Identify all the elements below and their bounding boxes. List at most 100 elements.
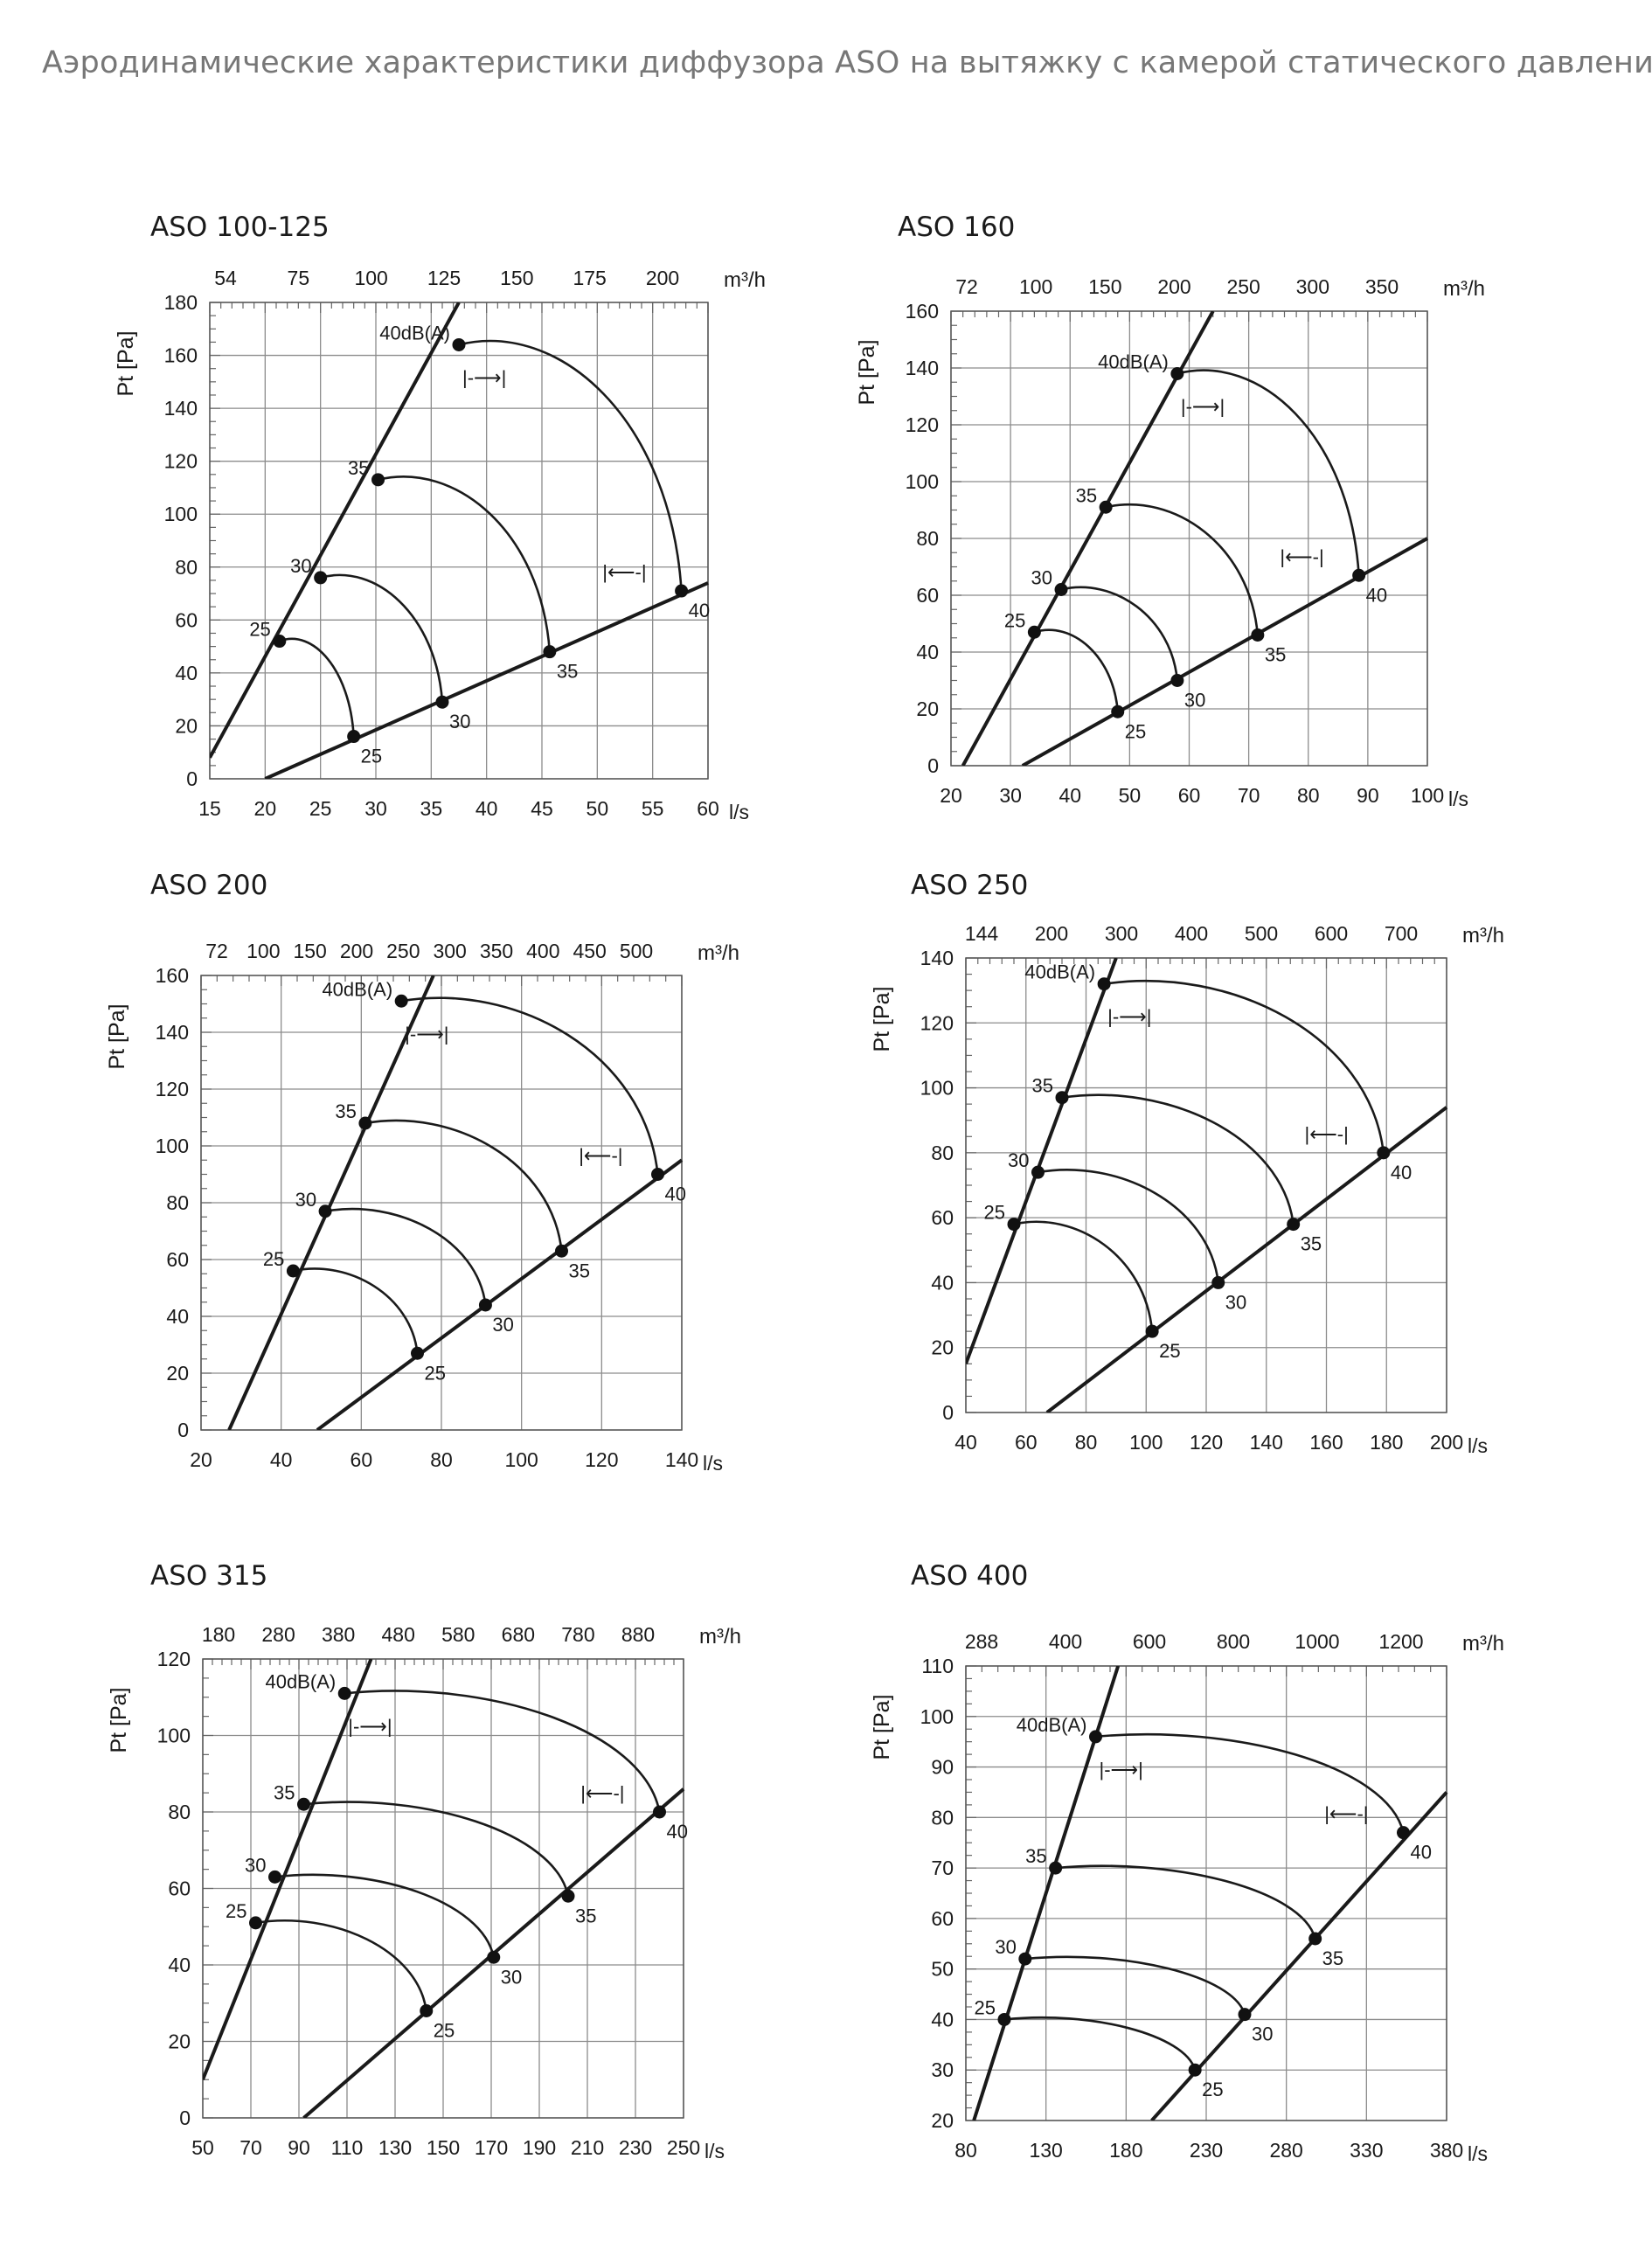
x-tick-label: 280 (1269, 2139, 1302, 2162)
curve-40 (458, 339, 683, 592)
curve-35 (303, 1801, 570, 1897)
point-30-end (478, 1298, 492, 1312)
top-tick-label: 680 (502, 1623, 535, 1646)
y-tick-label: 80 (175, 556, 198, 579)
x-tick-label: 20 (254, 797, 277, 820)
range-marker-lower: |⟵-| (602, 561, 646, 583)
curve-label-end: 30 (449, 711, 470, 732)
point-25-end (347, 730, 361, 744)
curve-40 (1103, 980, 1385, 1154)
y-tick-label: 20 (916, 698, 939, 720)
point-25-start (249, 1916, 262, 1930)
chart-title: ASO 250 (911, 870, 1029, 901)
x-tick-label: 80 (954, 2139, 977, 2162)
point-35-end (1251, 628, 1265, 642)
y-axis-label: Pt [Pa] (870, 1694, 894, 1760)
curve-25 (255, 1919, 428, 2011)
top-tick-label: 450 (573, 940, 606, 962)
point-25-start (997, 2012, 1011, 2026)
curve-35 (1055, 1864, 1316, 1940)
chart-aso-100-125: ASO 100-125 15 20 25 30 35 40 45 50 55 60 0 20 40 60 8… (0, 0, 826, 857)
top-tick-label: 100 (354, 267, 387, 289)
y-tick-label: 80 (168, 1801, 191, 1823)
x-tick-label: 140 (665, 1448, 698, 1471)
y-tick-label: 20 (931, 2109, 954, 2132)
x-tick-label: 50 (587, 797, 609, 820)
y-tick-label: 100 (906, 470, 939, 493)
y-tick-label: 140 (156, 1021, 189, 1044)
system-line (966, 958, 1118, 1364)
range-marker-upper: |-⟶| (1100, 1759, 1143, 1780)
curve-label-start: 40dB(A) (1098, 351, 1169, 373)
y-tick-label: 0 (942, 1401, 954, 1424)
top-tick-label: 880 (621, 1623, 655, 1646)
y-tick-label: 30 (931, 2058, 954, 2081)
chart-svg-aso-160: 20 30 40 50 60 70 80 90 100020406080100120140160… (855, 275, 1485, 810)
y-tick-label: 50 (931, 1958, 954, 1981)
point-35-start (1049, 1861, 1063, 1875)
curve-25 (293, 1267, 419, 1354)
curve-30 (1024, 1955, 1246, 2016)
x-tick-label: 170 (475, 2136, 508, 2159)
point-25-end (1111, 705, 1125, 718)
point-35-end (1287, 1218, 1301, 1232)
point-30-start (314, 571, 328, 585)
curve-label-start: 40dB(A) (1017, 1714, 1087, 1736)
curve-label-start: 25 (984, 1202, 1005, 1224)
y-tick-label: 0 (179, 2107, 191, 2129)
chart-title: ASO 160 (898, 212, 1016, 243)
y-tick-label: 40 (931, 2008, 954, 2030)
x-tick-label: 120 (1190, 1431, 1223, 1454)
curve-label-end: 40 (1411, 1842, 1432, 1864)
x-tick-label: 80 (1297, 784, 1320, 807)
system-line (961, 311, 1215, 766)
point-40-start (1089, 1730, 1102, 1744)
range-marker-upper: |-⟶| (1181, 396, 1225, 418)
y-tick-label: 80 (931, 1142, 954, 1164)
x-axis-label: l/s (729, 801, 749, 823)
curve-label-end: 40 (1366, 584, 1387, 606)
top-unit-label: m³/h (1462, 924, 1504, 947)
chart-aso-160: ASO 160 20 30 40 50 60 70 80 90 100 0 20 40 60 80 100 1… (826, 0, 1652, 857)
curve-label-end: 35 (1301, 1233, 1322, 1255)
curve-label-start: 30 (245, 1854, 266, 1876)
x-tick-label: 50 (191, 2136, 214, 2159)
chart-aso-400: ASO 400 80 130 180 230 280 330 380 20 30 40 50 60 70… (826, 1547, 1652, 2238)
curve-40 (344, 1690, 661, 1813)
y-tick-label: 20 (175, 714, 198, 737)
chart-aso-315: ASO 315 50 70 90 110 130 150 170 190 210 230 250 0 2… (0, 1547, 826, 2238)
top-tick-label: 300 (1105, 922, 1138, 945)
range-marker-lower: |⟵-| (1305, 1123, 1349, 1145)
point-30-start (268, 1870, 281, 1884)
curve-label-end: 40 (689, 600, 710, 621)
chart-title: ASO 100-125 (150, 212, 330, 243)
chart-title: ASO 200 (150, 870, 268, 901)
curve-label-start: 35 (274, 1781, 295, 1803)
curve-label-start: 30 (290, 555, 311, 577)
curve-label-start: 25 (249, 619, 270, 641)
x-tick-label: 110 (331, 2136, 364, 2159)
y-tick-label: 60 (168, 1878, 191, 1900)
plot-frame (965, 1665, 1447, 2121)
x-tick-label: 140 (1250, 1431, 1283, 1454)
curve-30 (1060, 586, 1179, 681)
point-30-start (1054, 583, 1068, 596)
curve-label-end: 30 (492, 1314, 513, 1336)
top-unit-label: m³/h (698, 941, 739, 965)
top-tick-label: 300 (433, 940, 466, 962)
top-tick-label: 280 (261, 1623, 295, 1646)
x-tick-label: 20 (940, 784, 962, 807)
curve-label-start: 30 (1031, 567, 1052, 589)
curve-label-start: 30 (995, 1936, 1016, 1958)
x-tick-label: 190 (523, 2136, 556, 2159)
x-tick-label: 30 (364, 797, 387, 820)
x-tick-label: 60 (1015, 1431, 1038, 1454)
curve-label-end: 35 (557, 661, 578, 683)
x-tick-label: 50 (1119, 784, 1142, 807)
chart-title: ASO 315 (150, 1560, 268, 1592)
x-tick-label: 130 (1029, 2139, 1062, 2162)
point-40-end (1377, 1146, 1391, 1160)
x-tick-label: 40 (475, 797, 498, 820)
y-tick-label: 120 (920, 1011, 954, 1034)
top-unit-label: m³/h (699, 1625, 741, 1649)
